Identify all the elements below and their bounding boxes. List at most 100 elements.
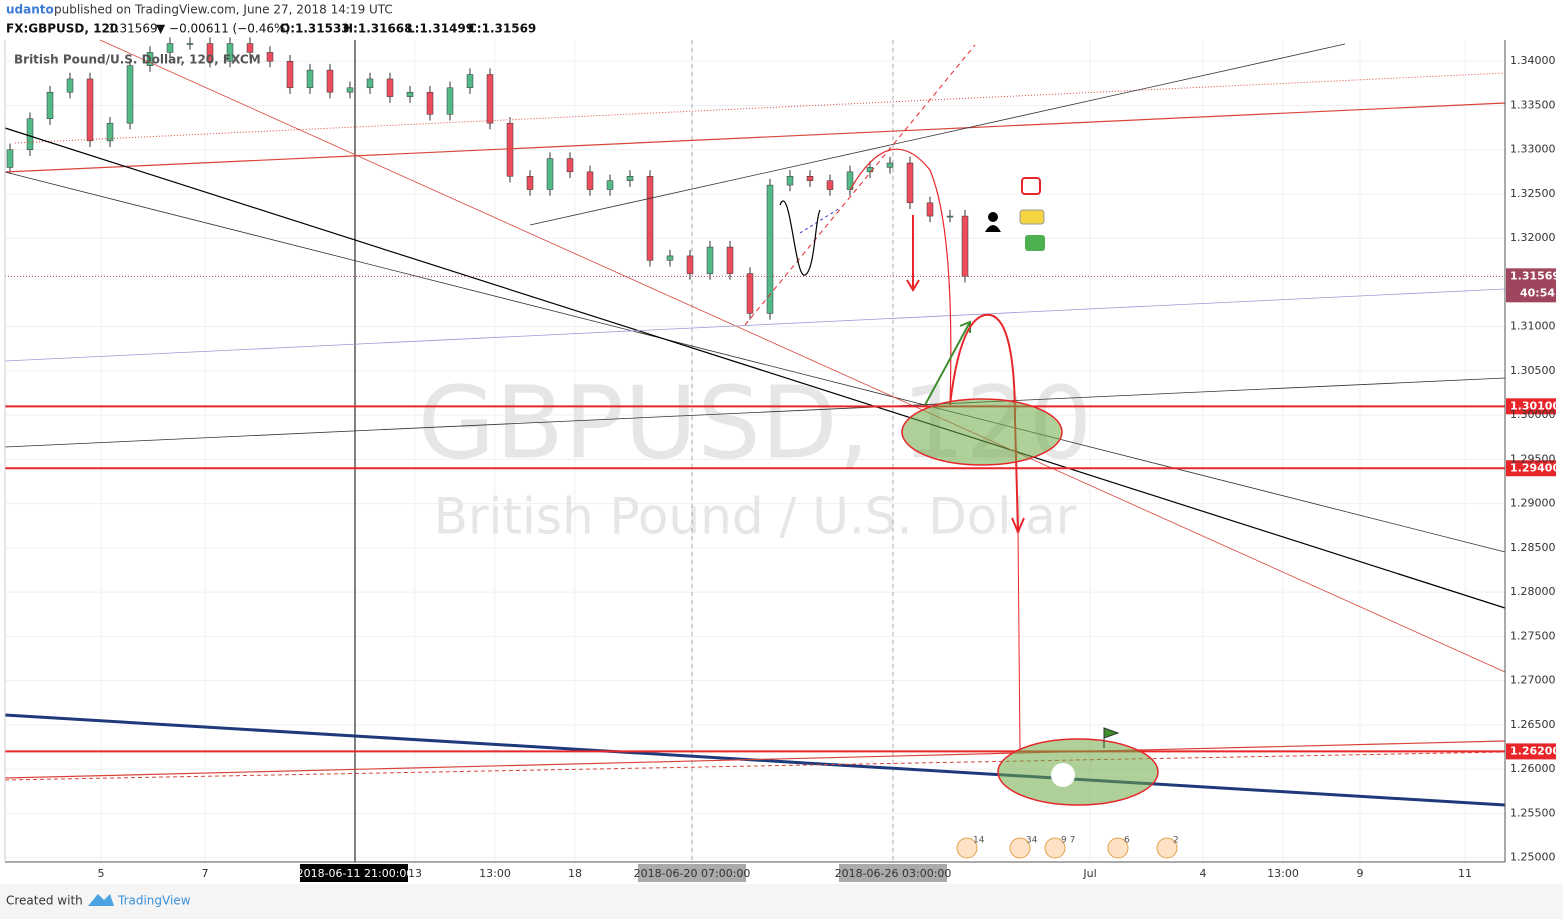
candle-body xyxy=(46,91,54,119)
candle-body xyxy=(486,74,494,124)
y-tick-label: 1.25000 xyxy=(1510,851,1556,864)
y-tick-label: 1.26500 xyxy=(1510,718,1556,731)
brand[interactable]: TradingView xyxy=(117,894,191,908)
y-tick-label: 1.30500 xyxy=(1510,364,1556,377)
trend-line xyxy=(4,288,1506,362)
thumb-side-icon xyxy=(1019,209,1045,225)
marker-label-bg xyxy=(638,864,746,882)
level-label-bg xyxy=(1506,398,1556,415)
event-icon xyxy=(1156,837,1178,859)
candle-body xyxy=(626,176,634,181)
candle-body xyxy=(466,74,474,89)
crosshair-label-bg xyxy=(300,864,408,882)
candle-body xyxy=(86,78,94,142)
target-zone xyxy=(997,738,1159,806)
ohlc-open: O:1.31533 xyxy=(280,22,350,36)
marker-label-bg xyxy=(839,864,947,882)
x-tick-label: 2018-06-26 03:00:00 xyxy=(835,867,952,880)
change: ▼ −0.00611 (−0.46%) xyxy=(156,22,290,36)
marker xyxy=(1051,763,1075,787)
trend-line xyxy=(744,44,976,326)
flag xyxy=(1103,727,1120,748)
published: published on TradingView.com, June 27, 2… xyxy=(54,3,393,17)
y-tick-label: 1.29500 xyxy=(1510,452,1556,465)
candle-body xyxy=(546,158,554,190)
x-tick-label: 7 xyxy=(202,867,209,880)
candle-body xyxy=(306,69,314,89)
y-tick-label: 1.31000 xyxy=(1510,320,1556,333)
arrow xyxy=(906,215,920,292)
candle-body xyxy=(726,246,734,274)
candle-body xyxy=(746,273,754,314)
candle-body xyxy=(226,43,234,62)
levels: 1.30100 1.29400 1.26200 1.31569 40:54 xyxy=(5,268,1560,760)
candle-body xyxy=(906,162,914,204)
y-tick-label: 1.29000 xyxy=(1510,497,1556,510)
ohlc-close: C:1.31569 xyxy=(468,22,536,36)
event-count: 34 xyxy=(1026,836,1038,846)
candle-body xyxy=(586,171,594,190)
event-icon xyxy=(1107,837,1129,859)
watermark-subtitle: British Pound / U.S. Dollar xyxy=(434,488,1077,546)
trend-line xyxy=(4,102,1506,173)
candle-body xyxy=(166,43,174,53)
level-label-bg xyxy=(1506,460,1556,477)
event-count: 14 xyxy=(973,836,985,846)
trend-line xyxy=(529,43,1346,226)
x-tick-label: 11 xyxy=(1458,867,1472,880)
y-tick-label: 1.28000 xyxy=(1510,585,1556,598)
candle-body xyxy=(6,149,14,168)
events: 14 34 9 7 6 2 xyxy=(956,836,1179,859)
x-tick-label: 13:00 xyxy=(1267,867,1299,880)
ohlc-high: H:1.31668 xyxy=(343,22,413,36)
last-price: 1.31569 xyxy=(108,22,158,36)
candle-body xyxy=(826,180,834,190)
event-icon xyxy=(956,837,978,859)
level-label-bg xyxy=(1506,743,1556,760)
candle-body xyxy=(366,78,374,89)
y-tick-label: 1.28500 xyxy=(1510,541,1556,554)
candle-body xyxy=(606,180,614,190)
candle-body xyxy=(406,91,414,97)
candle-body xyxy=(246,43,254,53)
x-tick-label: 13 xyxy=(408,867,422,880)
curve xyxy=(779,200,821,276)
drawings xyxy=(4,39,1506,807)
x-tick-label: 9 xyxy=(1357,867,1364,880)
y-tick-label: 1.30000 xyxy=(1510,408,1556,421)
candle-body xyxy=(146,52,154,66)
level-label: 1.26200 xyxy=(1510,744,1560,757)
thumbs-up-icon xyxy=(1025,235,1045,251)
user-icon xyxy=(988,212,998,222)
candle-body xyxy=(126,65,134,124)
price-label: 1.31569 xyxy=(1510,269,1560,282)
y-tick-label: 1.34000 xyxy=(1510,54,1556,67)
candle-body xyxy=(961,215,969,277)
user-icon xyxy=(985,225,1001,232)
grid xyxy=(5,40,1505,862)
candle-body xyxy=(446,87,454,115)
chart-title: British Pound/U.S. Dollar, 120, FXCM xyxy=(14,53,261,67)
candle-body xyxy=(766,184,774,314)
y-tick-label: 1.27500 xyxy=(1510,629,1556,642)
trend-line xyxy=(4,127,1506,609)
y-tick-label: 1.27000 xyxy=(1510,674,1556,687)
target-zone xyxy=(901,398,1063,466)
ohlc-low: L:1.31499 xyxy=(407,22,474,36)
x-tick-label: 4 xyxy=(1200,867,1207,880)
trend-line xyxy=(99,39,1506,673)
created-with: Created with xyxy=(6,894,83,908)
event-icon xyxy=(1044,837,1066,859)
candle-body xyxy=(946,215,954,218)
candle-body xyxy=(66,78,74,93)
symbol: FX:GBPUSD, 120 xyxy=(6,22,118,36)
author[interactable]: udanto xyxy=(6,3,54,17)
candle-body xyxy=(666,255,674,261)
x-tick-label: 13:00 xyxy=(479,867,511,880)
candle-body xyxy=(426,91,434,115)
x-tick-label: Jul xyxy=(1082,867,1096,880)
candle-body xyxy=(346,87,354,93)
price-label-bg xyxy=(1506,268,1556,303)
trend-line xyxy=(4,377,1506,448)
